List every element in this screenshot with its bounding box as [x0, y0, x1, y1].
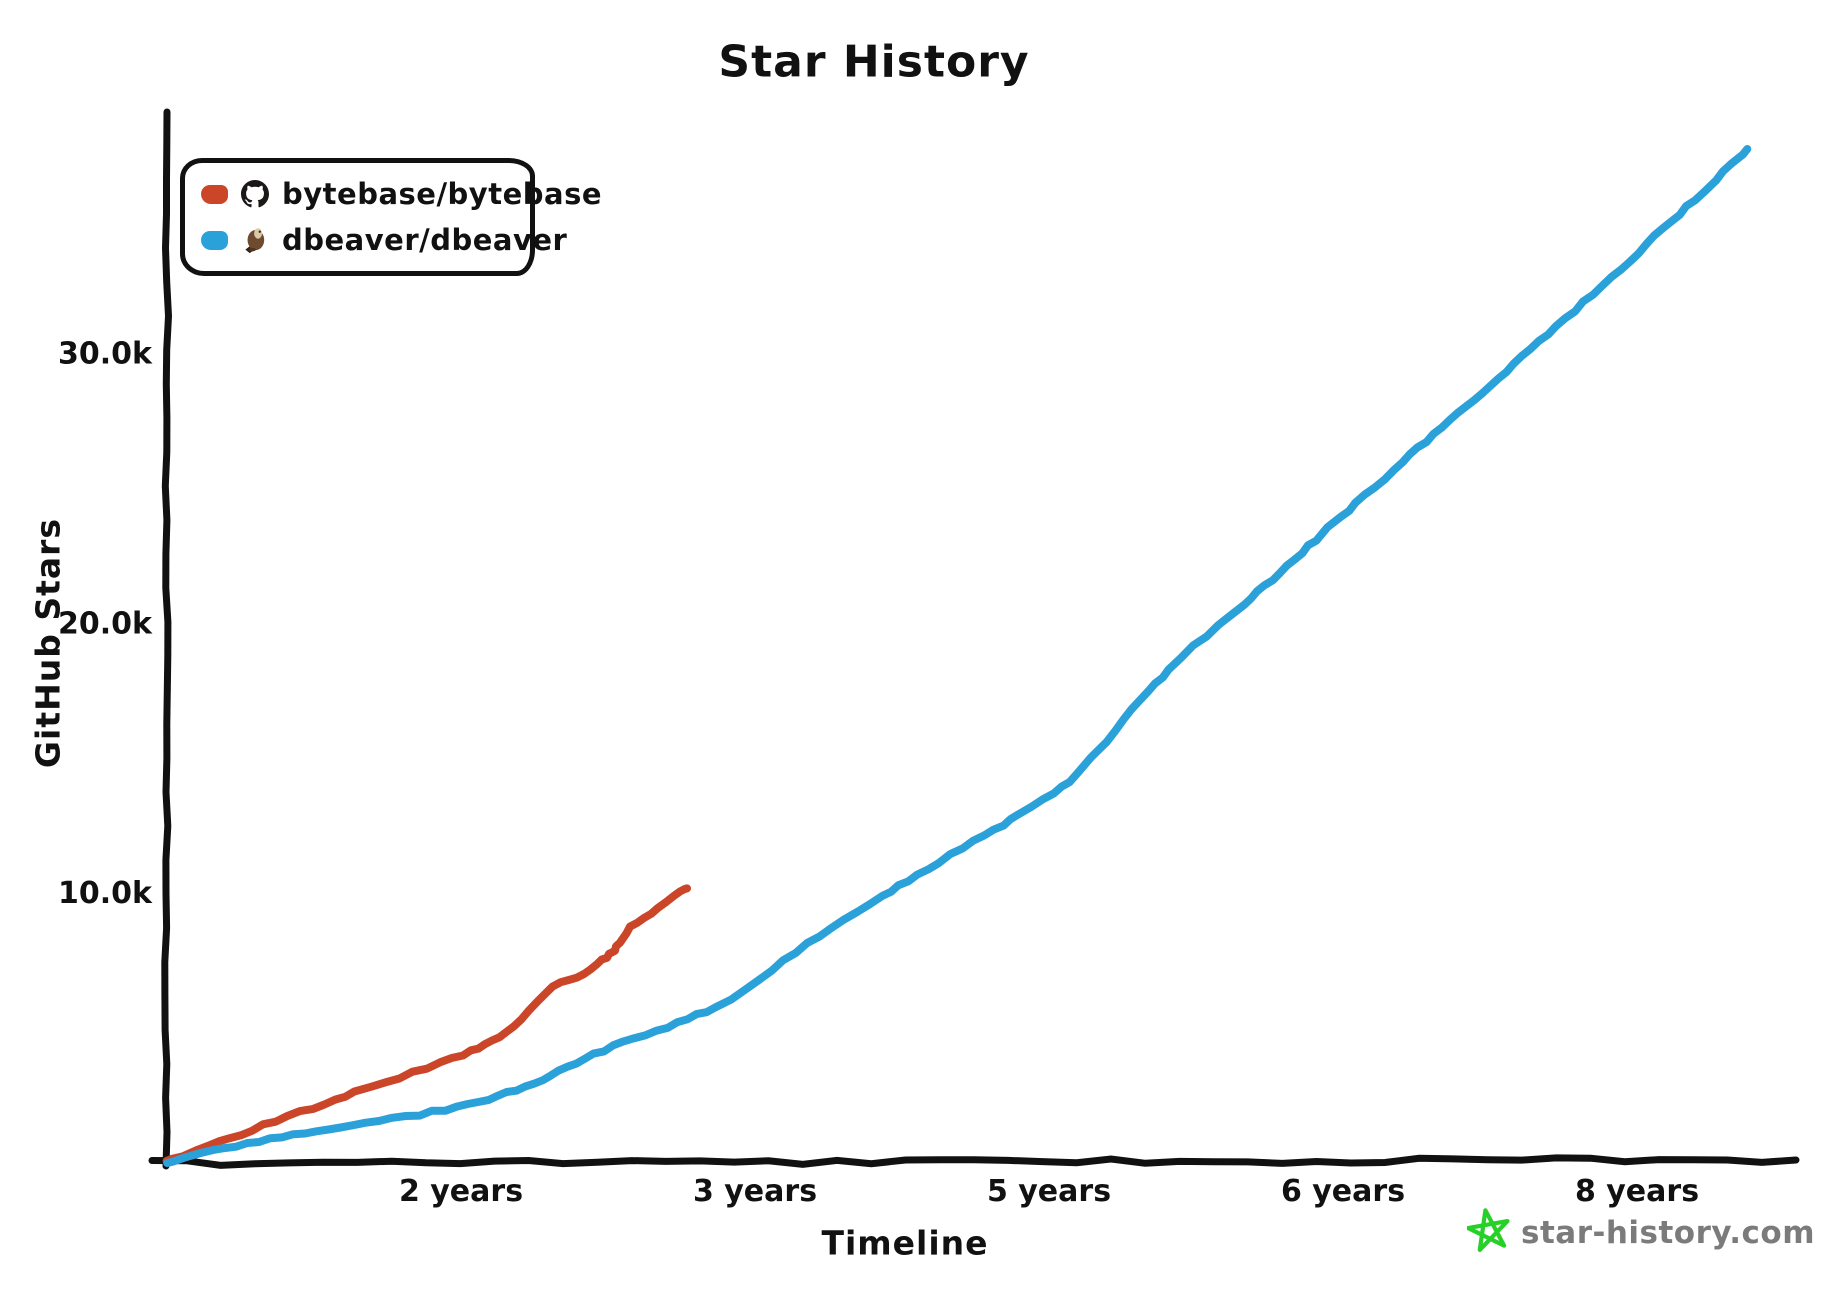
x-axis-title: Timeline [821, 1223, 989, 1263]
watermark-text: star-history.com [1521, 1215, 1816, 1251]
y-tick-label: 10.0k [58, 876, 153, 911]
legend: bytebase/bytebase dbeaver/dbeaver [180, 158, 602, 276]
legend-swatch-bytebase [201, 184, 228, 204]
series-line-bytebase [162, 884, 691, 1165]
y-axis-title: GitHub Stars [28, 517, 68, 769]
green-star-icon [1466, 1208, 1511, 1258]
watermark: star-history.com [1466, 1208, 1816, 1258]
x-tick-label: 3 years [693, 1174, 817, 1209]
y-tick-label: 30.0k [58, 337, 153, 372]
series-line-dbeaver [163, 145, 1752, 1167]
legend-label-bytebase: bytebase/bytebase [282, 177, 602, 211]
x-tick-label: 5 years [987, 1174, 1111, 1209]
y-tick-label: 20.0k [58, 606, 153, 641]
legend-swatch-dbeaver [201, 230, 228, 250]
legend-label-dbeaver: dbeaver/dbeaver [282, 223, 568, 257]
github-octocat-avatar-icon [241, 180, 269, 208]
x-tick-label: 8 years [1575, 1174, 1699, 1209]
x-tick-label: 6 years [1281, 1174, 1405, 1209]
legend-item-bytebase: bytebase/bytebase [201, 177, 602, 211]
beaver-avatar-icon [241, 226, 269, 254]
legend-item-dbeaver: dbeaver/dbeaver [201, 223, 567, 257]
x-axis-line [148, 1154, 1800, 1169]
x-tick-label: 2 years [399, 1174, 523, 1209]
chart-title: Star History [718, 36, 1030, 88]
y-axis-line [161, 108, 173, 1170]
